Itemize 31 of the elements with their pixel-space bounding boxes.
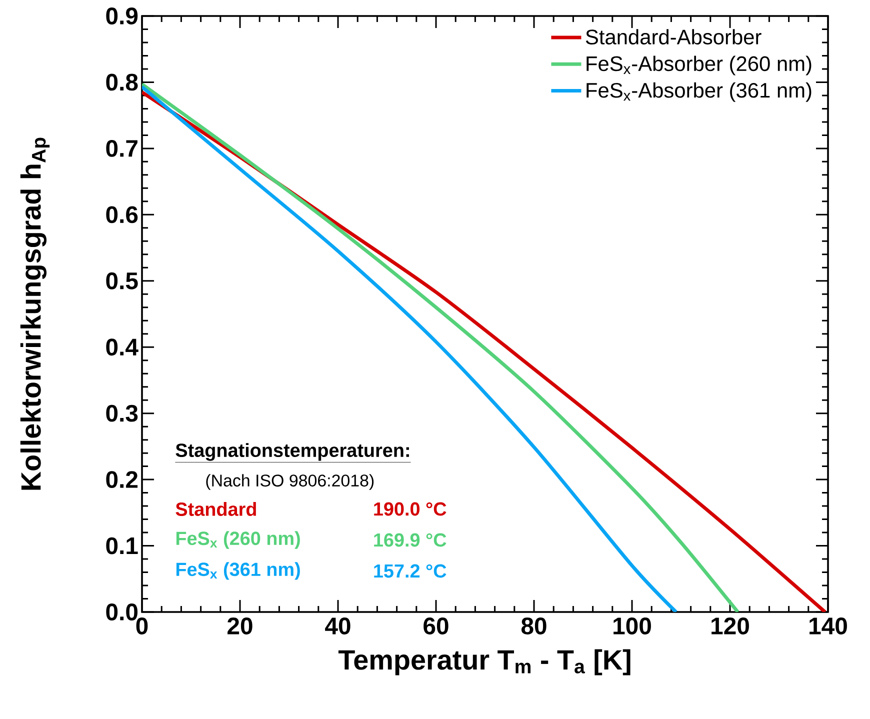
legend-label: Standard-Absorber [586,29,762,44]
legend-label: FeS$_{x}$-Absorber (361 nm) [586,82,812,102]
x-tick-label: 40 [325,618,350,634]
y-tick-label: 0.9 [106,8,138,24]
x-tick-label: 0 [136,618,148,634]
y-axis-title: Kollektorwirkungsgrad h$_{Ap}$ [20,138,50,490]
x-axis-title: Temperatur T$_{m}$ - T$_{a}$ [K] [338,649,630,676]
annotation: 190.0 °C [374,502,446,516]
annotation: (Nach ISO 9806:2018) [206,474,374,490]
y-tick-label: 0.5 [106,272,138,290]
x-tick-label: 60 [424,618,448,634]
annotation: 169.9 °C [374,533,446,547]
annotation: FeS$_{x}$ (361 nm) [176,562,300,580]
y-tick-label: 0.6 [106,206,138,224]
x-tick-label: 140 [810,618,847,634]
x-tick-label: 100 [614,618,651,634]
x-tick-label: 20 [228,618,252,634]
annotation: Stagnationstemperaturen: [176,443,409,461]
y-tick-label: 0.3 [106,404,138,422]
x-tick-label: 120 [712,618,749,634]
annotation: 157.2 °C [374,564,446,578]
legend-label: FeS$_{x}$-Absorber (260 nm) [586,56,812,76]
y-tick-label: 0.0 [106,604,138,620]
x-tick-label: 80 [521,618,546,634]
y-tick-label: 0.4 [106,338,138,356]
y-tick-label: 0.1 [106,537,138,554]
annotation: FeS$_{x}$ (260 nm) [176,531,300,549]
y-tick-label: 0.7 [106,140,138,157]
y-tick-label: 0.8 [106,74,138,91]
y-tick-label: 0.2 [106,471,138,488]
annotation: Standard [176,502,256,516]
